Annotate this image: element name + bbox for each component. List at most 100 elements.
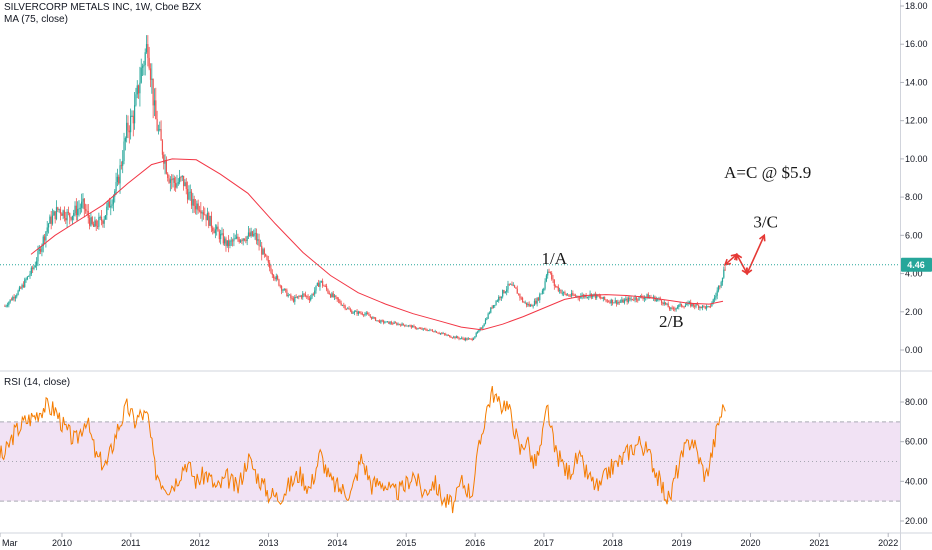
candle-body: [552, 278, 554, 280]
candle-body: [373, 317, 375, 319]
candle-body: [20, 287, 22, 289]
candle-body: [392, 323, 394, 325]
candle-body: [159, 129, 161, 130]
candle-body: [626, 298, 628, 302]
candle-body: [73, 213, 75, 216]
candle-body: [441, 333, 443, 334]
candle-body: [319, 281, 321, 287]
candle-body: [487, 313, 489, 319]
candle-body: [18, 287, 21, 291]
candle-body: [55, 207, 58, 220]
candle-body: [602, 296, 604, 299]
price-tick-label: 12.00: [905, 116, 928, 126]
candle-body: [88, 217, 91, 226]
candle-body: [344, 305, 346, 309]
candle-body: [547, 271, 549, 276]
candle-body: [311, 294, 313, 298]
candle-body: [545, 275, 547, 282]
price-tick-label: 6.00: [905, 230, 923, 240]
candle-body: [102, 220, 104, 224]
candle-body: [443, 333, 446, 335]
candle-body: [267, 259, 269, 263]
candle-body: [634, 297, 636, 300]
wave-annotation: 2/B: [659, 312, 684, 331]
candle-body: [280, 286, 283, 291]
candle-body: [254, 232, 256, 234]
candle-body: [151, 78, 153, 80]
candle-body: [365, 312, 367, 314]
candle-body: [221, 233, 223, 235]
candle-body: [412, 325, 414, 328]
candle-body: [445, 334, 447, 336]
candle-body: [457, 336, 459, 338]
candle-body: [514, 285, 516, 288]
candle-body: [434, 331, 436, 333]
candle-body: [435, 331, 438, 333]
candle-body: [42, 236, 44, 247]
candle-body: [593, 293, 595, 295]
candle-body: [218, 231, 220, 240]
candle-body: [299, 295, 301, 297]
candle-body: [708, 306, 710, 307]
candle-body: [551, 273, 553, 279]
candle-body: [405, 325, 407, 327]
candle-body: [209, 215, 211, 226]
candle-body: [25, 279, 27, 281]
candle-body: [172, 178, 174, 181]
candle-body: [466, 338, 468, 340]
candle-body: [225, 238, 227, 246]
time-tick-label: 2011: [121, 538, 140, 548]
candle-body: [185, 182, 187, 190]
candle-body: [259, 245, 261, 247]
candle-body: [617, 302, 619, 304]
candle-body: [604, 296, 606, 300]
candle-body: [627, 297, 630, 302]
ma-line-group: [30, 158, 724, 331]
candle-body: [537, 298, 540, 301]
candle-body: [201, 212, 203, 214]
time-tick-label: 2014: [327, 538, 347, 548]
candle-body: [91, 217, 93, 224]
candle-body: [86, 210, 88, 212]
candle-body: [613, 302, 615, 304]
candle-body: [491, 307, 493, 309]
candle-body: [586, 297, 589, 298]
candle-body: [242, 238, 244, 241]
candle-body: [320, 280, 322, 282]
candle-body: [410, 325, 412, 328]
candle-body: [85, 209, 87, 211]
candle-body: [340, 303, 342, 306]
candle-body: [578, 297, 581, 299]
candle-body: [192, 199, 194, 206]
candle-body: [179, 176, 181, 183]
candle-body: [686, 304, 688, 306]
candle-body: [28, 275, 30, 277]
candle-body: [682, 306, 684, 308]
candle-body: [608, 301, 610, 303]
candle-body: [163, 154, 165, 164]
candle-body: [592, 294, 594, 298]
candle-body: [625, 298, 627, 300]
candle-body: [650, 296, 652, 298]
candle-body: [531, 304, 533, 307]
candle-body: [568, 294, 570, 296]
candle-body: [674, 308, 676, 310]
candle-body: [224, 238, 226, 244]
candle-body: [37, 250, 39, 262]
candle-body: [367, 312, 369, 315]
candle-body: [430, 329, 432, 331]
candle-body: [59, 209, 62, 214]
candle-body: [421, 328, 423, 330]
candle-body: [500, 296, 502, 299]
candle-body: [465, 338, 467, 340]
candle-body: [160, 129, 162, 141]
candle-body: [126, 122, 128, 139]
candle-body: [484, 319, 487, 324]
candle-body: [696, 304, 698, 306]
candle-body: [536, 298, 538, 304]
candle-body: [594, 293, 596, 298]
price-candles: [4, 35, 726, 342]
candle-body: [629, 297, 631, 300]
candle-body: [442, 333, 444, 335]
